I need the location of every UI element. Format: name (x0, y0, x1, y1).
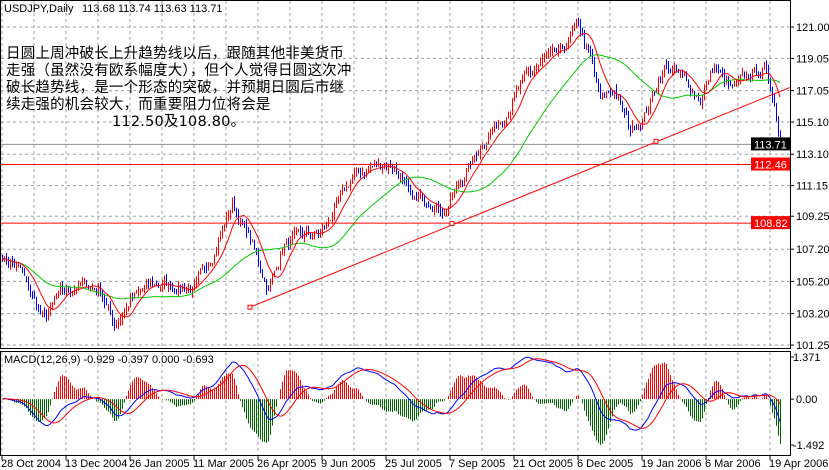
y-tick-label: 113.10 (796, 149, 829, 161)
current-price-tag: 113.71 (754, 139, 787, 151)
trendline-anchor (653, 138, 659, 144)
annotation-lines (1, 86, 791, 310)
y-tick-label: 101.25 (796, 340, 829, 352)
x-tick-label: 19 Apr 2006 (769, 458, 828, 470)
y-tick-label: 105.20 (796, 276, 829, 288)
x-tick-label: 19 Jan 2006 (641, 458, 702, 470)
x-tick-label: 21 Oct 2005 (513, 458, 573, 470)
y-tick-label: 115.10 (796, 117, 829, 129)
x-tick-label: 26 Apr 2005 (257, 458, 316, 470)
macd-y-tick-label: 0.00 (796, 394, 817, 406)
y-tick-label: 103.20 (796, 309, 829, 321)
macd-panel-border (0, 351, 791, 456)
ma-slow-line (1, 54, 781, 300)
annotation-text: 日圆上周冲破长上升趋势线以后，跟随其他非美货币走强（虽然没有欧系幅度大），但个人… (6, 46, 352, 113)
x-tick-label: 25 Jul 2005 (385, 458, 442, 470)
macd-panel (1, 356, 781, 445)
y-tick-label: 111.15 (796, 181, 828, 193)
macd-label: MACD(12,26,9) -0.929 -0.397 0.000 -0.693 (4, 354, 214, 366)
macd-line (1, 356, 781, 431)
x-tick-label: 6 Dec 2005 (577, 458, 633, 470)
macd-y-tick-label: 1.371 (793, 352, 821, 364)
level-price-tag: 108.82 (754, 218, 788, 230)
symbol-label: USDJPY,Daily (4, 3, 74, 15)
axes: 121.00 119.05 117.05 115.10 113.10 111.15 109.… (1, 22, 829, 470)
moving-averages (1, 32, 781, 318)
y-tick-label: 109.25 (796, 211, 829, 223)
annotation-levels: 112.50及108.80。 (112, 114, 246, 130)
x-tick-label: 9 Jun 2005 (321, 458, 375, 470)
y-tick-label: 107.20 (796, 244, 829, 256)
analysis-annotation: 日圆上周冲破长上升趋势线以后，跟随其他非美货币走强（虽然没有欧系幅度大），但个人… (6, 46, 358, 131)
level-price-tag: 112.46 (754, 160, 787, 172)
current-price-tag-bg (751, 137, 790, 151)
level-price-tag-bg (751, 157, 790, 171)
trendline-anchor (449, 220, 455, 226)
macd-y-tick-label: -1.492 (793, 440, 824, 452)
signal-line (1, 358, 781, 429)
level-price-tag-bg (751, 216, 790, 230)
y-tick-label: 121.00 (796, 22, 829, 34)
y-tick-label: 117.05 (796, 86, 829, 98)
ohlc-readout: 113.68 113.74 113.63 113.71 (82, 3, 222, 15)
ma-fast-line (1, 32, 781, 318)
x-tick-label: 6 Mar 2006 (705, 458, 761, 470)
x-tick-label: 11 Mar 2005 (193, 458, 254, 470)
trendline-anchor (247, 304, 253, 310)
x-tick-label: 28 Oct 2004 (1, 458, 61, 470)
main-panel-border (0, 0, 791, 349)
x-tick-label: 7 Sep 2005 (449, 458, 505, 470)
x-tick-label: 13 Dec 2004 (65, 458, 127, 470)
trendline (249, 86, 791, 308)
y-tick-label: 119.05 (796, 53, 829, 65)
price-bars (2, 17, 781, 331)
x-tick-label: 26 Jan 2005 (129, 458, 190, 470)
